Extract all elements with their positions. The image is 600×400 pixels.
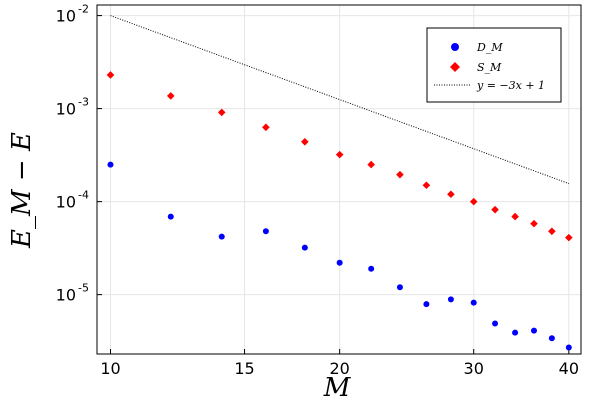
point-dm <box>423 301 430 308</box>
point-dm <box>301 244 308 251</box>
point-dm <box>396 284 403 291</box>
point-sm <box>530 219 538 228</box>
point-sm <box>166 92 175 100</box>
point-dm <box>470 299 477 306</box>
legend-marker-dm <box>451 43 459 51</box>
point-dm <box>447 296 454 303</box>
y-tick-label-exponent: -2 <box>78 3 89 16</box>
plot-frame <box>96 4 582 355</box>
point-sm <box>491 205 499 214</box>
point-dm <box>492 320 499 327</box>
y-tick-label-base: 10 <box>56 100 76 119</box>
legend-label-reference: y = −3x + 1 <box>476 79 545 92</box>
point-dm <box>107 161 114 168</box>
y-tick-label-base: 10 <box>56 286 76 305</box>
point-sm <box>469 197 478 206</box>
series-layer <box>106 15 573 351</box>
point-sm <box>447 190 455 199</box>
y-tick-label-base: 10 <box>56 7 76 26</box>
point-dm <box>368 265 375 272</box>
point-dm <box>565 344 572 351</box>
point-sm <box>262 123 270 132</box>
x-tick-label: 15 <box>234 359 254 378</box>
legend: D_M S_M y = −3x + 1 <box>426 27 562 103</box>
legend-label-sm: S_M <box>477 61 502 74</box>
point-sm <box>335 150 344 159</box>
point-dm <box>262 228 269 235</box>
point-sm <box>565 233 573 242</box>
point-sm <box>106 71 115 79</box>
y-axis-title: E_M − E <box>7 132 37 249</box>
point-sm <box>511 212 519 221</box>
x-tick-label: 40 <box>559 359 579 378</box>
point-dm <box>548 335 555 342</box>
legend-label-dm: D_M <box>476 41 503 54</box>
x-axis-title: M <box>323 373 352 400</box>
y-tick-label-base: 10 <box>56 193 76 212</box>
legend-marker-sm <box>450 62 460 72</box>
y-tick-label-exponent: -3 <box>78 96 89 109</box>
y-tick-label-exponent: -4 <box>78 189 89 202</box>
point-sm <box>548 227 556 236</box>
x-tick-label: 20 <box>329 359 349 378</box>
point-sm <box>301 137 309 146</box>
legend-box <box>426 27 562 103</box>
point-sm <box>422 181 431 190</box>
point-dm <box>167 213 174 220</box>
point-dm <box>336 259 343 266</box>
y-tick-label-exponent: -5 <box>78 282 89 295</box>
point-sm <box>396 170 404 179</box>
point-dm <box>530 327 537 334</box>
x-tick-label: 10 <box>100 359 120 378</box>
point-sm <box>217 108 226 117</box>
point-sm <box>367 160 375 169</box>
point-dm <box>512 329 519 336</box>
point-dm <box>218 233 225 240</box>
x-tick-label: 30 <box>464 359 484 378</box>
y-axis-title-group: E_M − E <box>7 132 37 249</box>
